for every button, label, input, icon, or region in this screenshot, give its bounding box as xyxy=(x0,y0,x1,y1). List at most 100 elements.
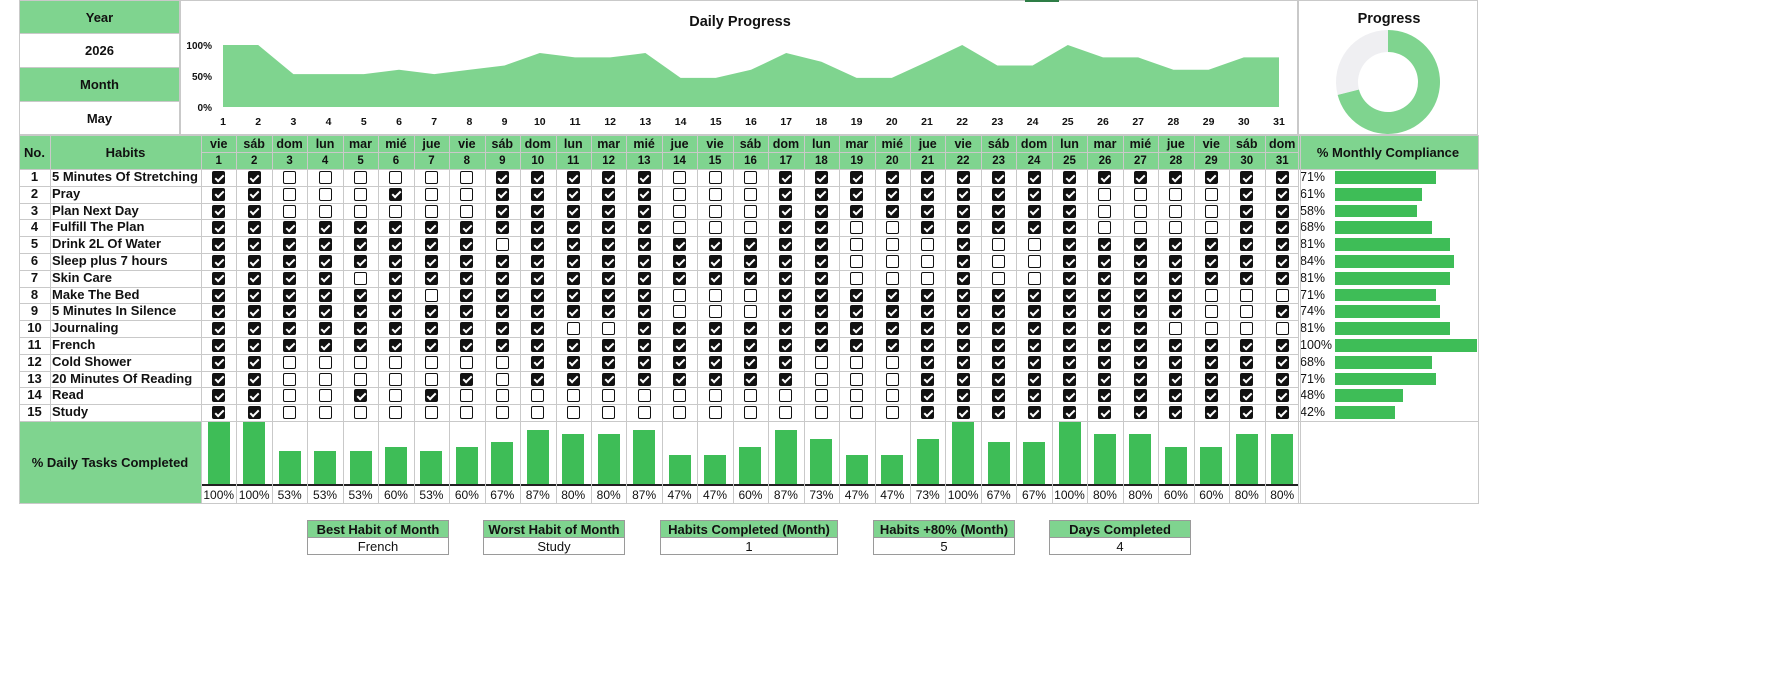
habit-checkbox[interactable] xyxy=(850,372,864,386)
habit-checkbox[interactable] xyxy=(247,238,261,252)
habit-checkbox[interactable] xyxy=(1169,171,1183,184)
habit-checkbox[interactable] xyxy=(814,305,828,319)
habit-checkbox[interactable] xyxy=(673,288,687,302)
habit-checkbox[interactable] xyxy=(992,238,1006,252)
habit-checkbox[interactable] xyxy=(673,221,687,235)
habit-checkbox[interactable] xyxy=(1133,406,1147,420)
habit-checkbox[interactable] xyxy=(637,238,651,252)
habit-checkbox[interactable] xyxy=(495,389,509,403)
habit-checkbox[interactable] xyxy=(885,271,899,285)
habit-checkbox[interactable] xyxy=(743,238,757,252)
habit-checkbox[interactable] xyxy=(814,255,828,268)
habit-checkbox[interactable] xyxy=(531,355,545,369)
habit-checkbox[interactable] xyxy=(1063,389,1077,403)
habit-checkbox[interactable] xyxy=(283,372,297,386)
habit-checkbox[interactable] xyxy=(531,322,545,336)
habit-checkbox[interactable] xyxy=(779,322,793,336)
habit-checkbox[interactable] xyxy=(779,171,793,184)
habit-checkbox[interactable] xyxy=(956,288,970,302)
habit-checkbox[interactable] xyxy=(602,255,616,268)
habit-checkbox[interactable] xyxy=(708,171,722,184)
habit-checkbox[interactable] xyxy=(531,271,545,285)
habit-checkbox[interactable] xyxy=(1169,187,1183,201)
habit-checkbox[interactable] xyxy=(212,221,226,235)
habit-checkbox[interactable] xyxy=(531,288,545,302)
habit-checkbox[interactable] xyxy=(1275,171,1289,184)
habit-checkbox[interactable] xyxy=(602,204,616,218)
habit-checkbox[interactable] xyxy=(318,187,332,201)
habit-checkbox[interactable] xyxy=(1169,355,1183,369)
habit-checkbox[interactable] xyxy=(460,238,474,252)
habit-checkbox[interactable] xyxy=(424,288,438,302)
habit-checkbox[interactable] xyxy=(814,288,828,302)
habit-checkbox[interactable] xyxy=(708,255,722,268)
habit-checkbox[interactable] xyxy=(212,187,226,201)
habit-checkbox[interactable] xyxy=(708,322,722,336)
habit-checkbox[interactable] xyxy=(566,372,580,386)
habit-checkbox[interactable] xyxy=(637,372,651,386)
habit-checkbox[interactable] xyxy=(1098,355,1112,369)
habit-checkbox[interactable] xyxy=(673,322,687,336)
habit-checkbox[interactable] xyxy=(1133,221,1147,235)
habit-checkbox[interactable] xyxy=(602,372,616,386)
habit-checkbox[interactable] xyxy=(673,204,687,218)
habit-checkbox[interactable] xyxy=(779,255,793,268)
habit-checkbox[interactable] xyxy=(743,204,757,218)
habit-checkbox[interactable] xyxy=(424,305,438,319)
habit-checkbox[interactable] xyxy=(1275,271,1289,285)
habit-checkbox[interactable] xyxy=(850,187,864,201)
habit-checkbox[interactable] xyxy=(885,171,899,184)
habit-checkbox[interactable] xyxy=(992,221,1006,235)
habit-checkbox[interactable] xyxy=(850,221,864,235)
habit-checkbox[interactable] xyxy=(1240,221,1254,235)
habit-checkbox[interactable] xyxy=(743,171,757,184)
habit-checkbox[interactable] xyxy=(602,406,616,420)
habit-checkbox[interactable] xyxy=(354,288,368,302)
habit-checkbox[interactable] xyxy=(1133,372,1147,386)
habit-checkbox[interactable] xyxy=(212,305,226,319)
habit-checkbox[interactable] xyxy=(850,288,864,302)
habit-checkbox[interactable] xyxy=(531,389,545,403)
habit-checkbox[interactable] xyxy=(885,322,899,336)
habit-checkbox[interactable] xyxy=(424,339,438,352)
habit-checkbox[interactable] xyxy=(424,171,438,184)
habit-checkbox[interactable] xyxy=(566,355,580,369)
habit-checkbox[interactable] xyxy=(885,221,899,235)
habit-checkbox[interactable] xyxy=(850,339,864,352)
habit-checkbox[interactable] xyxy=(637,171,651,184)
habit-checkbox[interactable] xyxy=(424,221,438,235)
habit-checkbox[interactable] xyxy=(779,339,793,352)
habit-checkbox[interactable] xyxy=(531,171,545,184)
habit-checkbox[interactable] xyxy=(814,271,828,285)
habit-checkbox[interactable] xyxy=(850,271,864,285)
habit-checkbox[interactable] xyxy=(992,355,1006,369)
habit-checkbox[interactable] xyxy=(1275,221,1289,235)
habit-checkbox[interactable] xyxy=(1240,238,1254,252)
habit-checkbox[interactable] xyxy=(956,339,970,352)
habit-checkbox[interactable] xyxy=(956,372,970,386)
habit-checkbox[interactable] xyxy=(956,406,970,420)
habit-checkbox[interactable] xyxy=(1275,322,1289,336)
habit-checkbox[interactable] xyxy=(1169,255,1183,268)
habit-checkbox[interactable] xyxy=(495,355,509,369)
habit-checkbox[interactable] xyxy=(283,389,297,403)
habit-checkbox[interactable] xyxy=(354,271,368,285)
habit-checkbox[interactable] xyxy=(956,305,970,319)
habit-checkbox[interactable] xyxy=(921,271,935,285)
habit-checkbox[interactable] xyxy=(460,305,474,319)
habit-checkbox[interactable] xyxy=(212,238,226,252)
habit-checkbox[interactable] xyxy=(921,389,935,403)
habit-checkbox[interactable] xyxy=(637,322,651,336)
habit-checkbox[interactable] xyxy=(389,339,403,352)
habit-checkbox[interactable] xyxy=(637,221,651,235)
habit-checkbox[interactable] xyxy=(779,204,793,218)
habit-checkbox[interactable] xyxy=(1133,355,1147,369)
habit-checkbox[interactable] xyxy=(956,322,970,336)
habit-checkbox[interactable] xyxy=(921,288,935,302)
habit-checkbox[interactable] xyxy=(708,221,722,235)
habit-checkbox[interactable] xyxy=(460,406,474,420)
habit-checkbox[interactable] xyxy=(389,372,403,386)
habit-checkbox[interactable] xyxy=(1169,389,1183,403)
habit-checkbox[interactable] xyxy=(1098,204,1112,218)
habit-checkbox[interactable] xyxy=(1063,238,1077,252)
